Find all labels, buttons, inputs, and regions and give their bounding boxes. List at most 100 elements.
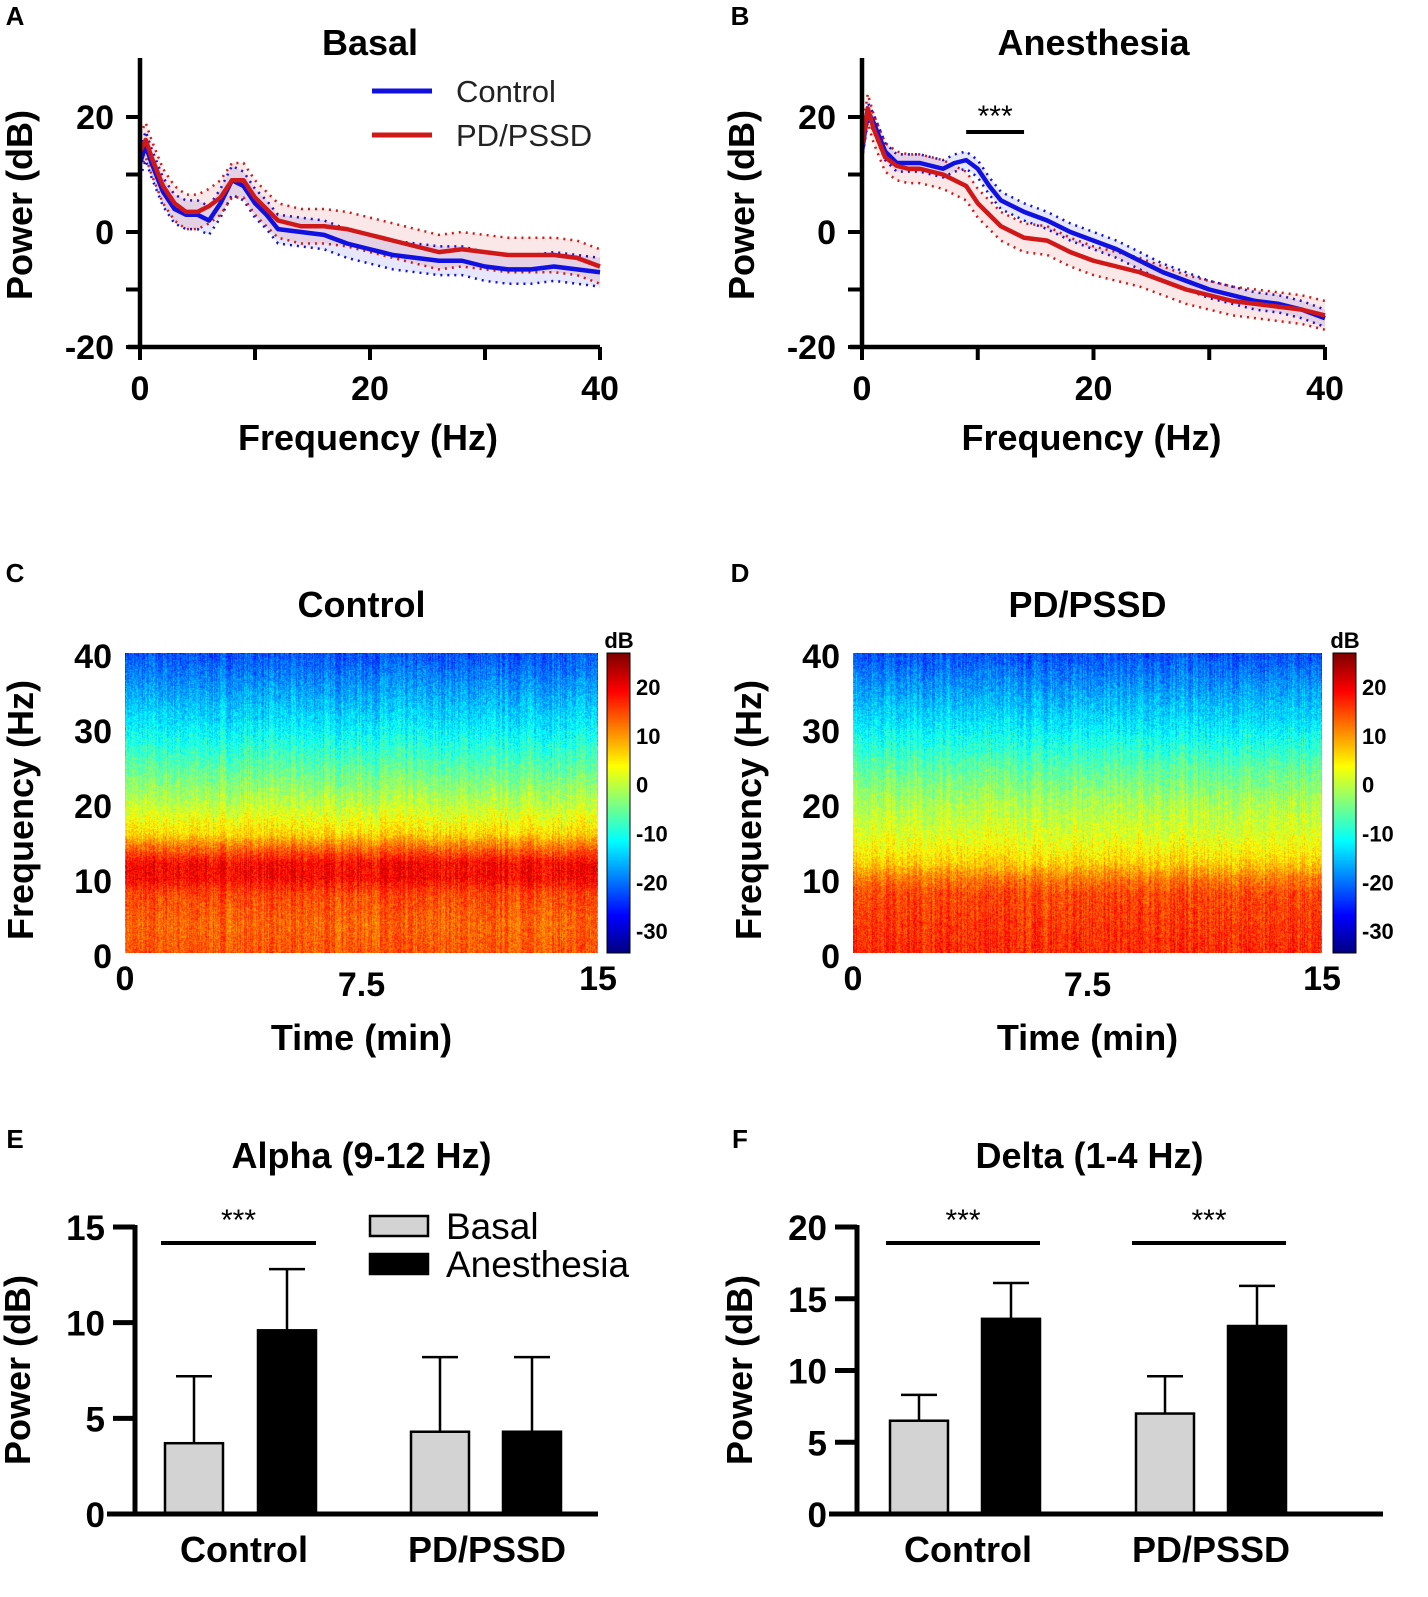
x-tick-label: 40 xyxy=(1306,370,1344,408)
x-category-label: Control xyxy=(180,1529,308,1570)
error-band xyxy=(140,122,600,284)
colorbar-tick-label: 10 xyxy=(636,724,660,749)
colorbar-frame xyxy=(606,652,631,954)
colorbar-tick-label: -10 xyxy=(636,821,668,846)
error-band-lower xyxy=(860,122,1326,331)
chart-title: Control xyxy=(298,584,426,625)
bar-anesthesia-control xyxy=(980,1317,1042,1516)
x-tick-label: 0 xyxy=(131,370,150,408)
x-category-label: PD/PSSD xyxy=(1132,1529,1290,1570)
y-tick-label: 0 xyxy=(93,938,112,976)
y-tick-label: 20 xyxy=(74,788,112,826)
colorbar-pd-pssd xyxy=(1333,653,1356,953)
error-band-upper xyxy=(860,93,1326,303)
y-tick-label: 10 xyxy=(66,1305,105,1344)
y-tick-label: 30 xyxy=(802,713,840,751)
y-tick-label: 0 xyxy=(86,1496,105,1535)
y-axis-label: Frequency (Hz) xyxy=(0,680,41,940)
spectrogram-pd-pssd-heatmap xyxy=(853,653,1322,953)
y-tick-label: 40 xyxy=(74,638,112,676)
chart-title: Alpha (9-12 Hz) xyxy=(231,1135,491,1176)
y-tick-label: 40 xyxy=(802,638,840,676)
x-axis-label: Frequency (Hz) xyxy=(238,417,498,458)
x-tick-label: 15 xyxy=(1303,960,1341,998)
x-tick-label: 7.5 xyxy=(338,966,385,1004)
panel-letter: C xyxy=(6,558,25,588)
y-tick-label: 0 xyxy=(95,214,114,252)
chart-title: Basal xyxy=(322,22,418,63)
colorbar-tick-label: 0 xyxy=(636,773,648,798)
bar-anesthesia-control xyxy=(256,1329,318,1516)
y-axis-label: Power (dB) xyxy=(719,1275,760,1465)
x-tick-label: 0 xyxy=(844,960,863,998)
legend-swatch-anesthesia xyxy=(368,1252,430,1276)
error-band-upper xyxy=(860,98,1326,311)
colorbar-tick-label: -20 xyxy=(636,870,668,895)
chart-title: Delta (1-4 Hz) xyxy=(975,1135,1203,1176)
panel-letter: D xyxy=(731,558,750,588)
bar-anesthesia-pd-pssd xyxy=(1226,1324,1288,1516)
y-tick-label: 30 xyxy=(74,713,112,751)
colorbar-tick-label: -30 xyxy=(1362,919,1394,944)
bar-basal-control xyxy=(888,1419,950,1516)
legend-label: Control xyxy=(456,74,556,109)
colorbar-tick-label: -30 xyxy=(636,919,668,944)
y-tick-label: 20 xyxy=(76,99,114,137)
panel-letter: E xyxy=(6,1124,23,1154)
y-tick-label: -20 xyxy=(787,329,836,367)
bar-anesthesia-pd-pssd xyxy=(501,1430,563,1516)
y-tick-label: 10 xyxy=(788,1353,827,1392)
colorbar-label: dB xyxy=(604,628,633,653)
error-band-lower xyxy=(138,156,601,288)
x-axis-label: Frequency (Hz) xyxy=(961,417,1221,458)
colorbar-tick-label: 20 xyxy=(636,675,660,700)
y-tick-label: 0 xyxy=(817,214,836,252)
x-tick-label: 0 xyxy=(116,960,135,998)
x-tick-label: 20 xyxy=(1075,370,1113,408)
y-axis-label: Power (dB) xyxy=(0,110,40,300)
y-tick-label: 5 xyxy=(808,1424,827,1463)
y-tick-label: 10 xyxy=(802,863,840,901)
x-tick-label: 7.5 xyxy=(1064,966,1111,1004)
legend-label: PD/PSSD xyxy=(456,118,592,153)
colorbar-tick-label: -20 xyxy=(1362,870,1394,895)
x-tick-label: 40 xyxy=(581,370,619,408)
error-band xyxy=(862,94,1325,330)
significance-stars: *** xyxy=(945,1204,980,1237)
series-line-pd-pssd xyxy=(859,106,1326,318)
colorbar-control xyxy=(607,653,630,953)
y-tick-label: 20 xyxy=(802,788,840,826)
y-tick-label: 0 xyxy=(821,938,840,976)
panel-letter: B xyxy=(731,1,750,31)
panel-letter: F xyxy=(732,1124,748,1154)
chart-title: PD/PSSD xyxy=(1008,584,1166,625)
series-line-pd-pssd xyxy=(137,137,601,269)
x-axis-label: Time (min) xyxy=(271,1017,452,1058)
y-tick-label: 0 xyxy=(808,1496,827,1535)
y-tick-label: 20 xyxy=(788,1209,827,1248)
colorbar-tick-label: 20 xyxy=(1362,675,1386,700)
x-tick-label: 20 xyxy=(351,370,389,408)
y-axis-label: Frequency (Hz) xyxy=(728,680,769,940)
bar-basal-control xyxy=(163,1441,225,1516)
x-tick-label: 15 xyxy=(579,960,617,998)
significance-stars: *** xyxy=(221,1204,256,1237)
error-band xyxy=(140,131,600,287)
spectrogram-control-heatmap xyxy=(125,653,598,953)
bar-basal-pd-pssd xyxy=(409,1430,471,1516)
legend-label: Basal xyxy=(446,1206,539,1247)
y-tick-label: 15 xyxy=(66,1209,105,1248)
chart-title: Anesthesia xyxy=(997,22,1190,63)
series-line-control xyxy=(859,109,1326,321)
colorbar-tick-label: 10 xyxy=(1362,724,1386,749)
y-tick-label: -20 xyxy=(65,329,114,367)
x-category-label: PD/PSSD xyxy=(408,1529,566,1570)
y-axis-label: Power (dB) xyxy=(721,110,762,300)
y-axis-label: Power (dB) xyxy=(0,1275,38,1465)
error-band-lower xyxy=(860,115,1326,329)
significance-stars: *** xyxy=(1191,1204,1226,1237)
panel-letter: A xyxy=(6,1,25,31)
x-tick-label: 0 xyxy=(853,370,872,408)
significance-stars: *** xyxy=(978,100,1013,133)
